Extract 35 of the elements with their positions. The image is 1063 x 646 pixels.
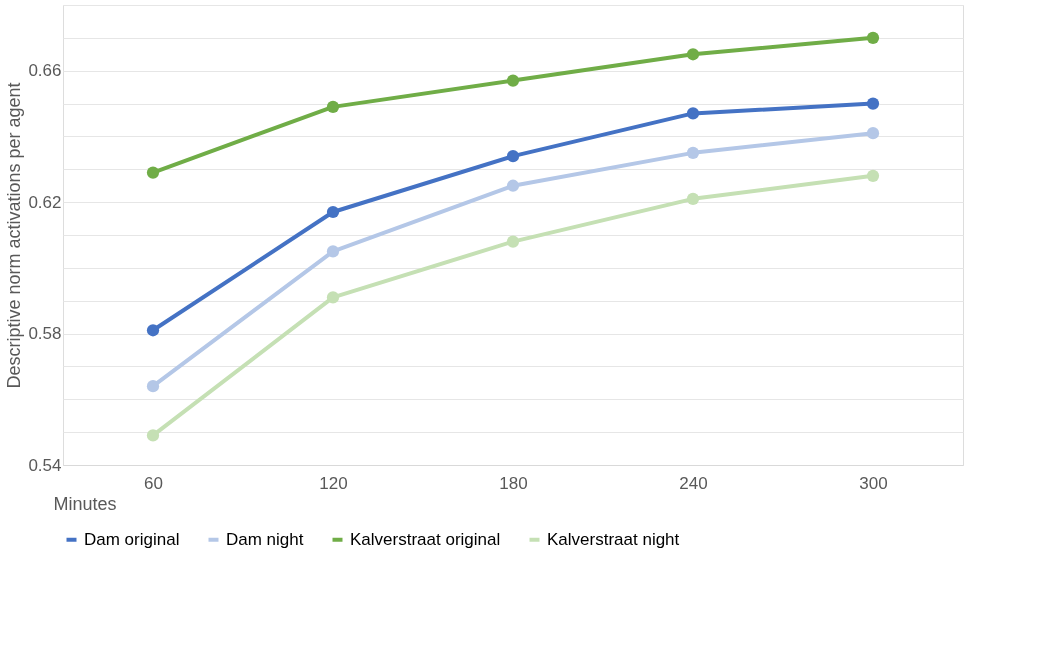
y-axis-title: Descriptive norm activations per agent [4,82,25,389]
point [686,146,700,159]
point [686,48,700,61]
legend-label: Dam night [226,529,304,549]
point [866,97,880,110]
x-tick-label: 300 [859,473,888,493]
point [506,74,520,87]
point [326,100,340,113]
point [146,324,160,337]
y-tick-label: 0.54 [28,455,62,475]
point [866,31,880,44]
point [506,179,520,192]
legend-label: Dam original [84,529,180,549]
x-tick-label: 60 [144,473,163,493]
point [326,205,340,219]
point [686,107,700,120]
x-axis-title: Minutes [53,493,117,514]
point [866,169,880,182]
point [686,192,700,205]
x-tick-label: 240 [679,473,708,493]
legend-label: Kalverstraat night [547,529,680,549]
y-tick-label: 0.66 [28,61,62,81]
point [506,235,520,248]
y-tick-label: 0.58 [28,324,62,344]
point [146,429,160,442]
legend-label: Kalverstraat original [350,529,501,549]
point [866,127,880,140]
x-tick-label: 120 [319,473,348,493]
point [146,380,160,393]
point [146,166,160,179]
y-tick-label: 0.62 [28,192,62,212]
point [326,245,340,258]
point [326,291,340,304]
x-tick-label: 180 [499,473,528,493]
point [506,150,520,163]
